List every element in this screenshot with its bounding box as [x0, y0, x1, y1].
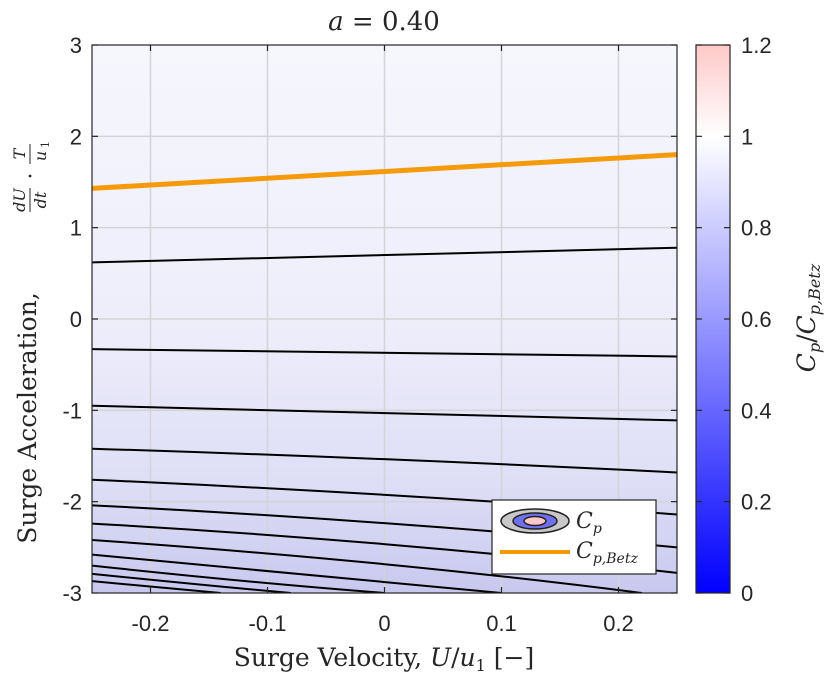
cb-tick-label-6: 1.2 — [741, 33, 772, 58]
colorbar-ticks: 0 0.2 0.4 0.6 0.8 1 1.2 — [696, 33, 772, 606]
grid — [92, 45, 677, 593]
x-tick-label-0: -0.2 — [132, 611, 170, 636]
colorbar-label: Cp/Cp,Betz — [792, 263, 824, 372]
legend-contour-icon — [500, 508, 570, 534]
cb-tick-label-1: 0.2 — [741, 490, 772, 515]
svg-text:Surge Acceleration,: Surge Acceleration, — [13, 292, 42, 544]
contour-line-11 — [92, 580, 221, 593]
y-tick-label-6: 3 — [70, 33, 82, 58]
x-axis-label: Surge Velocity, U/u1 [−] — [234, 643, 534, 675]
x-tick-label-2: 0 — [378, 611, 390, 636]
cb-tick-label-4: 0.8 — [741, 216, 772, 241]
contour-line-8 — [92, 553, 502, 593]
contour-line-0 — [92, 246, 677, 264]
svg-text:dU: dU — [10, 188, 29, 212]
y-tick-label-0: -3 — [62, 581, 82, 606]
contour-line-2 — [92, 404, 677, 422]
y-tick-label-2: -1 — [62, 398, 82, 423]
svg-text:u: u — [31, 151, 50, 161]
betz-line — [92, 152, 677, 191]
x-tick-label-4: 0.2 — [603, 611, 634, 636]
cb-tick-label-3: 0.6 — [741, 307, 772, 332]
svg-text:dt: dt — [31, 191, 50, 208]
legend: Cp Cp,Betz — [491, 499, 657, 575]
y-tick-label-5: 2 — [70, 124, 82, 149]
axis-ticks: -0.2 -0.1 0 0.1 0.2 -3 -2 -1 0 1 2 3 — [62, 33, 677, 636]
x-tick-label-1: -0.1 — [249, 611, 287, 636]
contour-lines — [92, 246, 677, 593]
legend-label-betz: Cp,Betz — [576, 539, 638, 567]
y-tick-label-1: -2 — [62, 490, 82, 515]
svg-text:1: 1 — [39, 141, 52, 148]
x-tick-label-3: 0.1 — [486, 611, 517, 636]
contour-line-3 — [92, 447, 677, 474]
cb-tick-label-0: 0 — [741, 581, 753, 606]
contour-line-9 — [92, 564, 385, 593]
legend-label-cp: Cp — [576, 509, 602, 537]
chart-title: a = 0.40 — [328, 7, 440, 37]
y-tick-label-3: 0 — [70, 307, 82, 332]
y-axis-label: Surge Acceleration, dU dt · T u 1 — [10, 141, 52, 544]
contour-line-1 — [92, 348, 677, 358]
svg-text:T: T — [10, 147, 29, 159]
contour-line-10 — [92, 572, 291, 593]
betz-line-layer — [92, 152, 677, 191]
cb-tick-label-2: 0.4 — [741, 398, 772, 423]
contour-line-7 — [92, 539, 643, 593]
y-tick-label-4: 1 — [70, 216, 82, 241]
svg-text:Cp/Cp,Betz: Cp/Cp,Betz — [792, 263, 824, 372]
cb-tick-label-5: 1 — [741, 124, 753, 149]
svg-text:·: · — [19, 173, 44, 180]
